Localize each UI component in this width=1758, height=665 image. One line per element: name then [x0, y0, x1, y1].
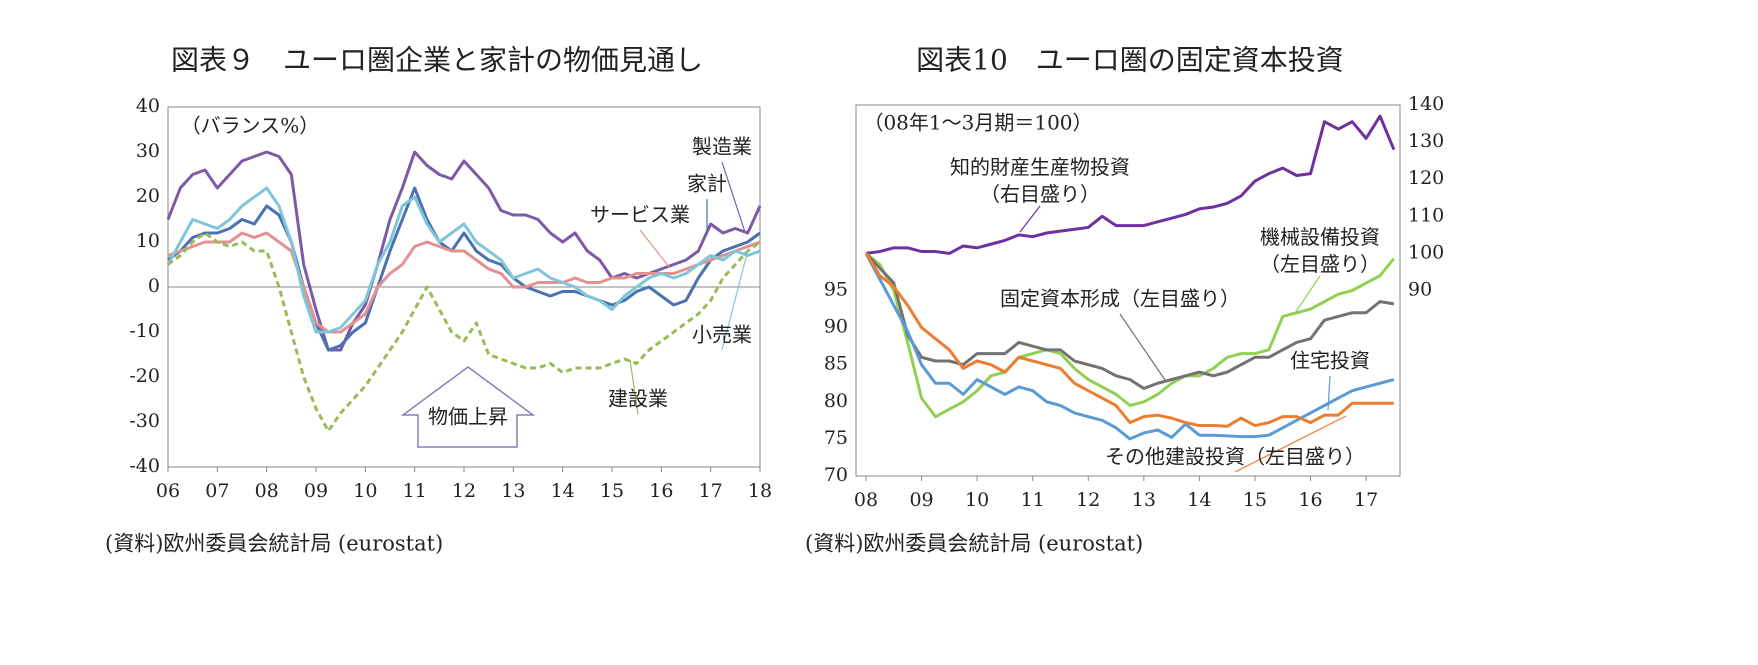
y-tick-label: 20 — [136, 185, 160, 207]
x-tick-label: 12 — [1076, 489, 1100, 511]
x-tick-label: 13 — [1132, 489, 1156, 511]
y-tick-label: -40 — [129, 455, 160, 477]
y-tick-label: -30 — [129, 410, 160, 432]
series-label: 機械設備投資（左目盛り） — [1260, 225, 1380, 276]
x-tick-label: 11 — [403, 480, 427, 502]
label-leader — [639, 229, 671, 269]
series-line — [864, 252, 1395, 441]
y2-tick-label: 120 — [1408, 167, 1444, 189]
x-tick-label: 10 — [353, 480, 377, 502]
annotation: （08年1～3月期＝100） — [863, 111, 1092, 135]
y-tick-label: 10 — [136, 230, 160, 252]
x-tick-label: 15 — [1243, 489, 1267, 511]
annotation: 物価上昇 — [428, 405, 508, 429]
x-tick-label: 14 — [551, 480, 575, 502]
series-label: 家計 — [687, 172, 727, 196]
x-tick-label: 08 — [255, 480, 279, 502]
series-label: 製造業 — [692, 135, 752, 159]
x-tick-label: 09 — [304, 480, 328, 502]
chart-title: 図表９ ユーロ圏企業と家計の物価見通し — [171, 44, 703, 77]
y2-tick-label: 140 — [1408, 93, 1444, 115]
series-label: 建設業 — [608, 387, 668, 411]
label-leader — [1119, 313, 1166, 381]
y-tick-label: 85 — [824, 353, 848, 375]
x-tick-label: 06 — [156, 480, 180, 502]
series-line — [865, 252, 1396, 419]
series-label: サービス業 — [590, 203, 690, 227]
y-tick-label: 90 — [824, 316, 848, 338]
series-label: 住宅投資 — [1290, 349, 1370, 373]
x-tick-label: 16 — [649, 480, 673, 502]
series-label: その他建設投資（左目盛り） — [1105, 445, 1365, 469]
x-tick-label: 14 — [1187, 489, 1211, 511]
series-line — [864, 252, 1394, 428]
x-tick-label: 16 — [1298, 489, 1322, 511]
label-leader — [1019, 205, 1041, 233]
x-tick-label: 13 — [501, 480, 525, 502]
x-tick-label: 10 — [965, 489, 989, 511]
y-tick-label: 70 — [824, 464, 848, 486]
y-tick-label: -10 — [129, 320, 160, 342]
y-tick-label: 30 — [136, 140, 160, 162]
x-tick-label: 07 — [205, 480, 229, 502]
x-tick-label: 09 — [909, 489, 933, 511]
y-tick-label: 95 — [824, 279, 848, 301]
x-tick-label: 18 — [748, 480, 772, 502]
y-tick-label: 80 — [824, 390, 848, 412]
series-line — [167, 231, 761, 433]
series-line — [166, 186, 761, 334]
x-tick-label: 11 — [1021, 489, 1045, 511]
series-line — [167, 231, 761, 334]
y2-tick-label: 130 — [1408, 130, 1444, 152]
series-line — [865, 114, 1396, 255]
arrow-box — [400, 366, 536, 448]
series-label: 固定資本形成（左目盛り） — [1000, 287, 1240, 311]
source-note: (資料)欧州委員会統計局 (eurostat) — [805, 532, 1143, 556]
series-line — [167, 186, 761, 352]
y2-tick-label: 90 — [1408, 279, 1432, 301]
label-leader — [1294, 275, 1321, 314]
x-tick-label: 08 — [854, 489, 878, 511]
label-leader — [721, 161, 746, 233]
annotation: （バランス%） — [181, 114, 320, 138]
series-label: 知的財産生産物投資（右目盛り） — [950, 155, 1130, 206]
chart-title: 図表10 ユーロ圏の固定資本投資 — [916, 44, 1344, 77]
label-leader — [629, 359, 639, 415]
x-tick-label: 17 — [699, 480, 723, 502]
series-line — [166, 150, 762, 352]
y-tick-label: 40 — [136, 95, 160, 117]
series-line — [864, 252, 1395, 390]
series-label: 小売業 — [692, 323, 752, 347]
y-tick-label: 0 — [148, 275, 160, 297]
label-leader — [1234, 415, 1347, 473]
plot-frame — [855, 104, 1401, 477]
label-leader — [1327, 375, 1331, 411]
source-note: (資料)欧州委員会統計局 (eurostat) — [105, 532, 443, 556]
y-tick-label: 75 — [824, 427, 848, 449]
y-tick-label: -20 — [129, 365, 160, 387]
x-tick-label: 17 — [1354, 489, 1378, 511]
x-tick-label: 12 — [452, 480, 476, 502]
y2-tick-label: 100 — [1408, 241, 1444, 263]
label-leader — [721, 249, 749, 351]
y2-tick-label: 110 — [1408, 204, 1444, 226]
x-tick-label: 15 — [600, 480, 624, 502]
